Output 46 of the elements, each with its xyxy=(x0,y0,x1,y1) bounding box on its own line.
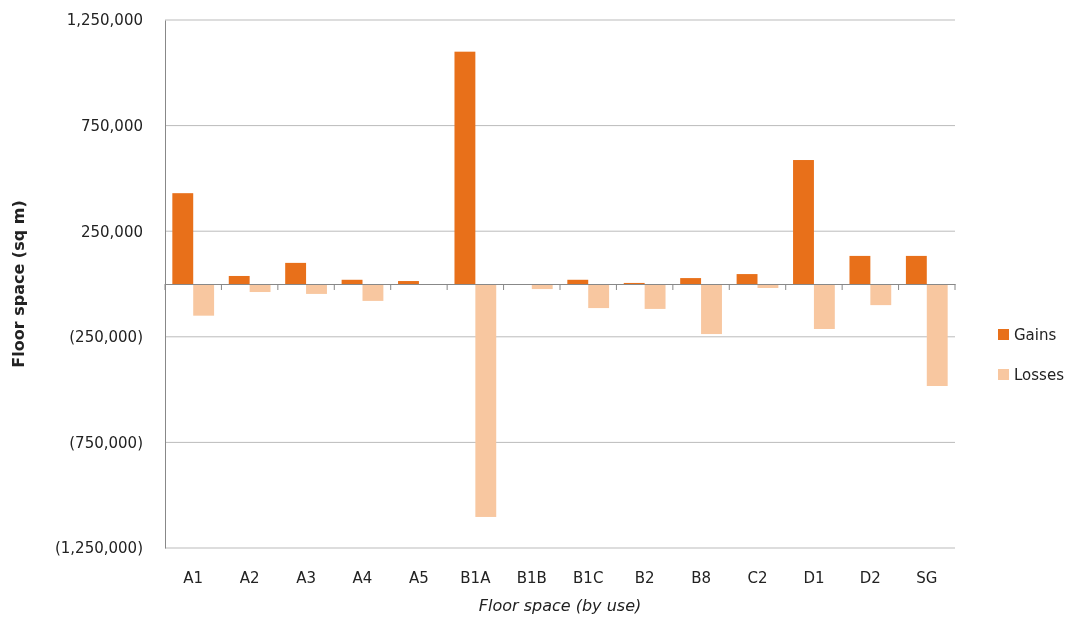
bar xyxy=(193,284,215,316)
y-tick-label: 750,000 xyxy=(80,116,143,135)
x-tick-label: D1 xyxy=(803,569,825,587)
x-tick-label: B1C xyxy=(573,569,604,587)
legend-label: Losses xyxy=(1014,366,1065,384)
x-tick-label: A2 xyxy=(239,569,260,587)
y-tick-label: (250,000) xyxy=(69,328,143,347)
bar xyxy=(341,279,363,284)
bar xyxy=(680,278,702,284)
x-tick-label: A4 xyxy=(352,569,373,587)
bar xyxy=(454,51,476,284)
y-tick-label: (750,000) xyxy=(69,433,143,452)
x-tick-label: SG xyxy=(916,569,938,587)
y-tick-label: 250,000 xyxy=(80,222,143,241)
bar xyxy=(736,274,758,284)
bar xyxy=(228,275,250,284)
y-axis-title: Floor space (sq m) xyxy=(9,200,28,368)
x-tick-label: A3 xyxy=(296,569,316,587)
x-axis-title: Floor space (by use) xyxy=(478,596,642,615)
bar xyxy=(285,262,307,284)
bar xyxy=(475,284,497,517)
bar xyxy=(813,284,835,329)
x-tick-label: B1B xyxy=(516,569,547,587)
bar xyxy=(362,284,384,301)
x-tick-label: A1 xyxy=(183,569,204,587)
x-tick-label: B2 xyxy=(634,569,655,587)
bar xyxy=(849,255,871,284)
bar xyxy=(567,279,589,284)
bar xyxy=(870,284,892,306)
x-tick-label: B1A xyxy=(460,569,492,587)
x-tick-label: C2 xyxy=(747,569,768,587)
bar xyxy=(644,284,666,309)
bar xyxy=(905,255,927,284)
x-tick-label: D2 xyxy=(859,569,881,587)
bar xyxy=(588,284,610,309)
bar xyxy=(172,193,194,284)
x-tick-label: B8 xyxy=(691,569,711,587)
bar xyxy=(926,284,948,387)
bar xyxy=(793,160,814,284)
bar xyxy=(701,284,722,335)
x-tick-label: A5 xyxy=(409,569,429,587)
y-tick-label: 1,250,000 xyxy=(66,11,143,30)
legend-label: Gains xyxy=(1014,326,1057,344)
bar xyxy=(398,281,419,284)
y-tick-label: (1,250,000) xyxy=(54,539,143,558)
bar xyxy=(306,284,327,294)
